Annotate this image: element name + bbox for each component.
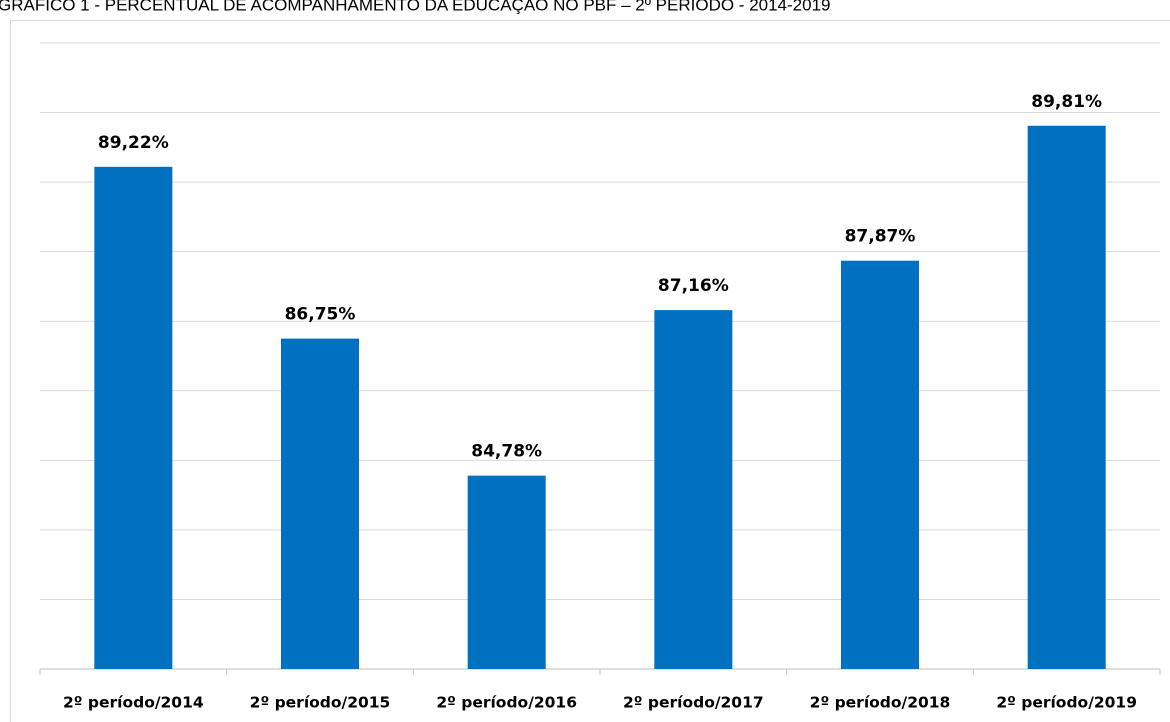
- bar: [841, 260, 919, 669]
- bar: [94, 166, 173, 669]
- x-tick-label: 2º período/2016: [436, 694, 577, 712]
- data-label: 86,75%: [285, 305, 356, 325]
- data-label: 89,81%: [1031, 92, 1102, 112]
- data-label: 89,22%: [98, 133, 169, 153]
- data-label: 84,78%: [471, 442, 542, 462]
- x-tick-label: 2º período/2014: [63, 694, 204, 712]
- data-label: 87,87%: [845, 227, 916, 247]
- bar: [467, 475, 546, 669]
- bar: [281, 338, 359, 669]
- x-tick-label: 2º período/2018: [810, 694, 951, 712]
- bar: [654, 310, 733, 669]
- data-label: 87,16%: [658, 276, 729, 296]
- chart-title: GRÁFICO 1 - PERCENTUAL DE ACOMPANHAMENTO…: [0, 0, 831, 14]
- x-tick-label: 2º período/2017: [623, 694, 764, 712]
- bar: [1027, 125, 1106, 669]
- x-tick-label: 2º período/2019: [996, 694, 1137, 712]
- x-tick-label: 2º período/2015: [250, 694, 391, 712]
- chart-frame: [10, 20, 1170, 722]
